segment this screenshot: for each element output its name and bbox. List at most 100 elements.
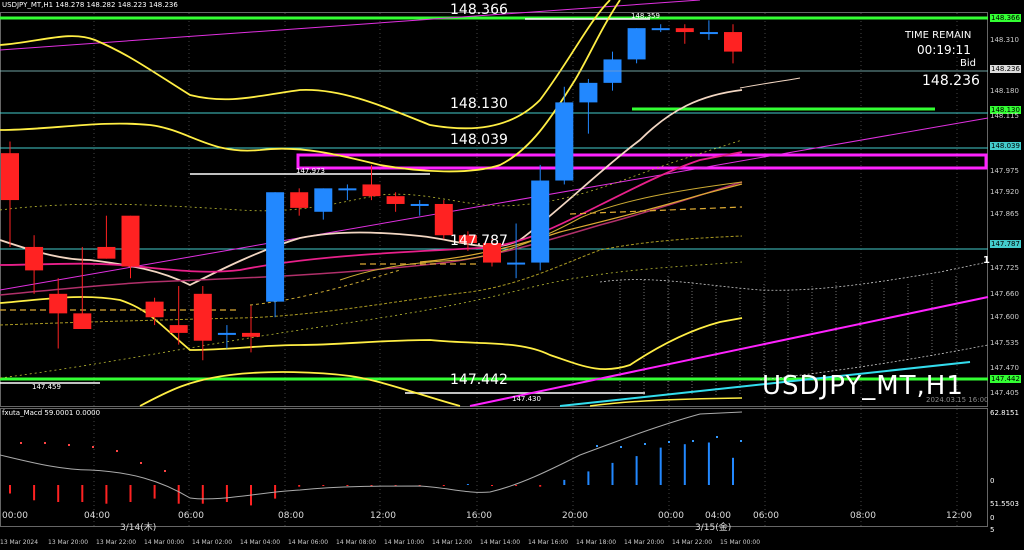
macd-bar: [177, 485, 180, 504]
level-label-147787: 147.787: [450, 233, 508, 249]
candle: [242, 305, 260, 353]
candle: [699, 20, 718, 40]
candle-body: [217, 332, 236, 335]
macd-bar: [201, 485, 204, 504]
candle: [410, 200, 429, 216]
candle: [338, 184, 357, 201]
macd-bar: [129, 485, 132, 502]
candle: [314, 188, 333, 220]
price-tick: 147.442: [990, 375, 1021, 383]
high-marker-label: 148.359: [631, 12, 660, 20]
time-tick: 06:00: [178, 511, 204, 521]
candle: [386, 192, 405, 212]
time-subtick: 14 Mar 14:00: [480, 539, 521, 546]
candle-body: [434, 203, 453, 236]
level-label-148130: 148.130: [450, 96, 508, 112]
candle-body: [290, 192, 309, 208]
macd-bar: [707, 442, 710, 485]
price-tick: 147.865: [990, 209, 1019, 218]
candle-body: [507, 262, 526, 265]
time-subtick: 14 Mar 08:00: [336, 539, 377, 546]
macd-bar: [81, 485, 84, 502]
price-tick: 147.470: [990, 364, 1019, 373]
axis-mark-b: 5: [990, 526, 995, 534]
time-tick: 20:00: [562, 511, 588, 521]
price-axis[interactable]: 148.366 148.310 148.236 148.180 148.130 148.1…: [988, 12, 1024, 408]
candle-body: [25, 246, 44, 271]
candle: [531, 164, 550, 271]
swing-marker-label: 147.973: [296, 167, 325, 175]
macd-bar: [635, 456, 638, 485]
macd-label: fxuta_Macd 59.0001 0.0000: [2, 409, 101, 417]
bid-label: Bid: [960, 58, 976, 69]
candle-body: [314, 188, 333, 212]
macd-bar: [491, 485, 493, 486]
macd-bar: [587, 471, 590, 485]
time-tick: 00:00: [658, 511, 684, 521]
date-tick: 3/14(木): [120, 523, 157, 533]
macd-bar: [611, 462, 614, 485]
price-tick: 147.975: [990, 166, 1019, 175]
date-tick: 3/15(金): [695, 523, 732, 533]
candle-body: [410, 203, 429, 206]
macd-bar: [105, 485, 108, 504]
candle: [627, 28, 646, 64]
candle-body: [242, 332, 260, 337]
price-tick: 148.236: [990, 64, 1021, 73]
candle: [651, 24, 670, 33]
time-subtick: 14 Mar 16:00: [528, 539, 569, 546]
candle-body: [458, 235, 477, 244]
candle-body: [1, 153, 19, 201]
candle: [362, 164, 381, 201]
macd-bar: [394, 485, 397, 486]
macd-bar: [515, 485, 518, 487]
candle-body: [531, 180, 550, 263]
candle: [121, 215, 140, 279]
candle-body: [169, 325, 188, 333]
candle-body: [121, 215, 140, 267]
macd-bar: [346, 485, 349, 487]
low-marker-label-2: 147.430: [512, 395, 541, 403]
price-tick: 147.600: [990, 313, 1019, 322]
time-subtick: 13 Mar 2024: [0, 539, 39, 546]
macd-bar: [466, 483, 469, 485]
price-tick: 148.039: [990, 141, 1021, 150]
macd-bar: [9, 485, 11, 494]
price-tick: 147.405: [990, 389, 1019, 398]
candle-body: [73, 313, 92, 329]
low-marker-label: 147.459: [32, 383, 61, 391]
macd-bar: [659, 447, 662, 485]
right-marker: 1: [983, 255, 990, 266]
time-tick: 12:00: [946, 511, 972, 521]
macd-bar: [442, 485, 445, 487]
time-subtick: 14 Mar 00:00: [144, 539, 185, 546]
bid-value: 148.236: [922, 73, 980, 89]
macd-bar: [153, 485, 156, 499]
time-tick: 04:00: [705, 511, 731, 521]
candle: [675, 24, 694, 44]
candle-body: [699, 32, 718, 35]
level-label-147442: 147.442: [450, 372, 508, 388]
time-tick: 16:00: [466, 511, 492, 521]
time-subtick: 14 Mar 20:00: [624, 539, 665, 546]
time-subtick: 14 Mar 10:00: [384, 539, 425, 546]
candlestick-series: [1, 20, 742, 361]
price-tick: 147.787: [990, 240, 1021, 249]
candle-body: [49, 293, 68, 314]
candle: [97, 215, 116, 259]
candle-body: [651, 28, 670, 31]
price-tick: 147.920: [990, 188, 1019, 197]
candle: [145, 297, 164, 326]
chart-timestamp: 2024.03.15 16:00: [926, 396, 989, 404]
candle-body: [555, 102, 574, 181]
macd-bar: [370, 485, 373, 486]
time-axis[interactable]: 00:00 04:00 06:00 08:00 12:00 16:00 20:00 00:00…: [0, 508, 988, 550]
price-tick: 148.130: [990, 106, 1021, 115]
candle: [555, 86, 574, 185]
candle-body: [266, 192, 285, 302]
macd-bar: [33, 485, 36, 501]
candle-body: [193, 293, 212, 341]
time-remain-value: 00:19:11: [917, 43, 971, 57]
